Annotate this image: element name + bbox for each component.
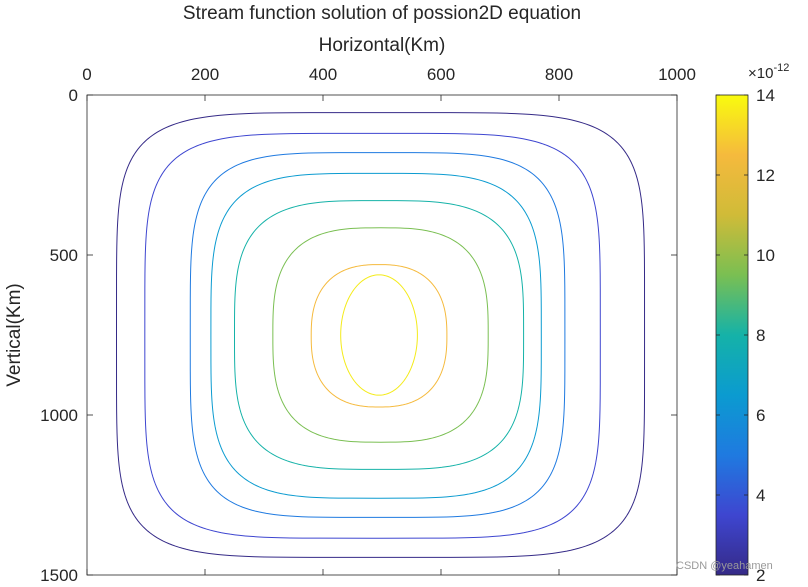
contour-line-6 <box>272 227 489 443</box>
colorbar-tick-label: 4 <box>756 486 765 505</box>
x-tick-label: 0 <box>82 65 91 84</box>
contour-line-1 <box>115 112 646 558</box>
contour-line-7 <box>310 264 448 408</box>
chart-title: Stream function solution of possion2D eq… <box>183 3 581 24</box>
colorbar-tick-label: 12 <box>756 166 775 185</box>
contour-line-3 <box>189 152 566 518</box>
x-tick-label: 800 <box>545 65 573 84</box>
colorbar-exponent-base: ×10 <box>748 65 773 82</box>
y-tick-label: 1000 <box>40 406 78 425</box>
colorbar-ticks: 2 4 6 8 10 12 14 <box>716 86 775 585</box>
contour-lines <box>115 112 646 558</box>
y-tick-label: 0 <box>69 86 78 105</box>
y-tick-label: 500 <box>50 246 78 265</box>
x-tick-label: 400 <box>309 65 337 84</box>
plot-frame <box>86 94 678 576</box>
colorbar-exponent-power: -12 <box>773 62 789 74</box>
colorbar-tick-label: 10 <box>756 246 775 265</box>
colorbar-exponent: ×10-12 <box>748 62 789 82</box>
contour-line-2 <box>144 132 601 539</box>
colorbar-tick-label: 14 <box>756 86 775 105</box>
x-tick-label: 600 <box>427 65 455 84</box>
x-tick-label: 200 <box>191 65 219 84</box>
watermark-text: CSDN @yeahamen <box>676 560 773 572</box>
y-tick-label: 1500 <box>40 566 78 585</box>
contour-line-4 <box>210 172 542 499</box>
x-axis-ticks: 0 200 400 600 800 1000 <box>82 65 696 575</box>
colorbar-tick-label: 2 <box>756 566 765 585</box>
colorbar-tick-label: 6 <box>756 406 765 425</box>
y-axis-ticks: 0 500 1000 1500 <box>40 86 677 585</box>
y-axis-label: Vertical(Km) <box>4 283 25 386</box>
contour-line-5 <box>233 200 525 470</box>
colorbar <box>715 94 749 576</box>
x-axis-label: Horizontal(Km) <box>319 35 446 56</box>
x-tick-label: 1000 <box>658 65 696 84</box>
contour-line-8 <box>340 274 418 396</box>
colorbar-tick-label: 8 <box>756 326 765 345</box>
